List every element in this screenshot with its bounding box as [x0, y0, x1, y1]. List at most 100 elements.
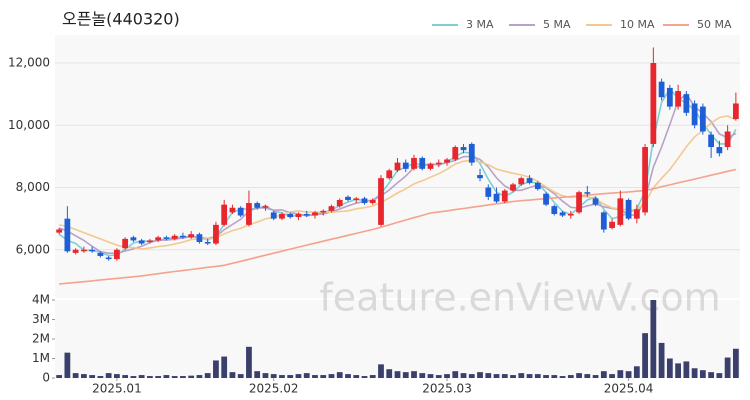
volume-bar — [361, 376, 368, 378]
candle-body — [551, 206, 558, 214]
volume-bar — [699, 370, 706, 378]
volume-bar — [543, 375, 549, 378]
candle-body — [411, 157, 417, 169]
candle-body — [336, 199, 343, 207]
candle-body — [419, 157, 426, 169]
volume-bar — [609, 374, 615, 378]
candle-body — [196, 234, 203, 242]
candle-body — [122, 238, 129, 249]
candle-body — [394, 162, 401, 171]
volume-bar — [312, 375, 318, 378]
volume-bar — [378, 364, 384, 378]
volume-bar — [691, 368, 698, 378]
volume-bar — [683, 361, 690, 378]
candle-body — [543, 193, 549, 205]
candle-body — [114, 249, 120, 260]
chart-title: 오픈놀(440320) — [62, 10, 180, 29]
volume-bar — [180, 376, 186, 378]
legend-label: 50 MA — [697, 18, 732, 31]
volume-bar — [452, 371, 459, 378]
volume-bar — [394, 371, 401, 378]
x-tick-label: 2025.03 — [422, 382, 472, 396]
candle-body — [666, 87, 673, 107]
candle-body — [97, 252, 104, 256]
candle-body — [80, 249, 87, 252]
volume-bar — [526, 374, 533, 378]
volume-bar — [130, 376, 137, 378]
candle-body — [526, 178, 533, 183]
candle-body — [262, 206, 269, 208]
candle-body — [510, 184, 516, 191]
volume-bar — [650, 300, 657, 378]
volume-bar — [295, 374, 302, 378]
volume-bar — [534, 374, 541, 378]
candle-body — [295, 213, 302, 218]
candle-body — [485, 187, 492, 197]
volume-bar — [477, 372, 483, 378]
candle-body — [691, 103, 698, 126]
volume-bar — [559, 376, 566, 378]
candle-body — [361, 198, 368, 204]
volume-bar — [279, 375, 285, 378]
candle-body — [493, 193, 500, 202]
volume-bar — [625, 371, 632, 378]
candle-body — [444, 159, 450, 163]
candle-body — [378, 178, 384, 225]
candle-body — [477, 175, 483, 179]
volume-bar — [287, 375, 294, 378]
volume-bar — [155, 376, 162, 378]
volume-bar — [551, 375, 558, 378]
candle-body — [254, 203, 261, 208]
volume-bar — [642, 333, 648, 378]
candle-body — [724, 131, 731, 148]
volume-bar — [600, 371, 607, 378]
candle-body — [72, 249, 79, 253]
candle-body — [683, 94, 690, 113]
candle-body — [105, 257, 112, 260]
candle-body — [237, 207, 244, 216]
y-tick-label: 1M — [32, 351, 50, 365]
volume-bar — [708, 372, 715, 378]
candle-body — [270, 212, 277, 219]
volume-bar — [732, 348, 739, 378]
volume-bar — [229, 372, 236, 378]
candle-body — [642, 147, 648, 213]
volume-bar — [592, 375, 599, 378]
candle-body — [229, 207, 236, 213]
candle-body — [452, 147, 459, 160]
candle-body — [732, 103, 739, 120]
volume-bar — [567, 375, 574, 378]
volume-bar — [80, 374, 87, 378]
candle-body — [328, 206, 335, 211]
volume-bar — [460, 373, 467, 378]
candle-body — [650, 63, 657, 144]
volume-bar — [64, 352, 71, 378]
candle-body — [221, 204, 228, 225]
volume-bar — [724, 357, 731, 378]
y-tick-label: 6,000 — [16, 242, 50, 256]
volume-bar — [138, 375, 145, 378]
candle-body — [320, 210, 327, 213]
candle-body — [138, 240, 145, 244]
candle-body — [534, 182, 541, 190]
y-tick-label: 8,000 — [16, 180, 50, 194]
y-tick-label: 2M — [32, 332, 50, 346]
volume-bar — [270, 374, 277, 378]
candle-body — [609, 221, 615, 228]
volume-bar — [72, 373, 79, 378]
volume-bar — [444, 374, 450, 378]
volume-bar — [501, 374, 508, 378]
volume-bar — [633, 366, 640, 378]
candle-body — [369, 199, 376, 204]
volume-bar — [97, 376, 104, 378]
candle-body — [600, 212, 607, 230]
volume-bar — [246, 346, 252, 378]
candle-body — [567, 213, 574, 216]
candle-body — [188, 234, 195, 238]
candle-body — [312, 212, 318, 216]
candle-body — [559, 212, 566, 216]
candle-body — [427, 164, 434, 169]
volume-bar — [510, 375, 516, 378]
candle-body — [501, 190, 508, 202]
